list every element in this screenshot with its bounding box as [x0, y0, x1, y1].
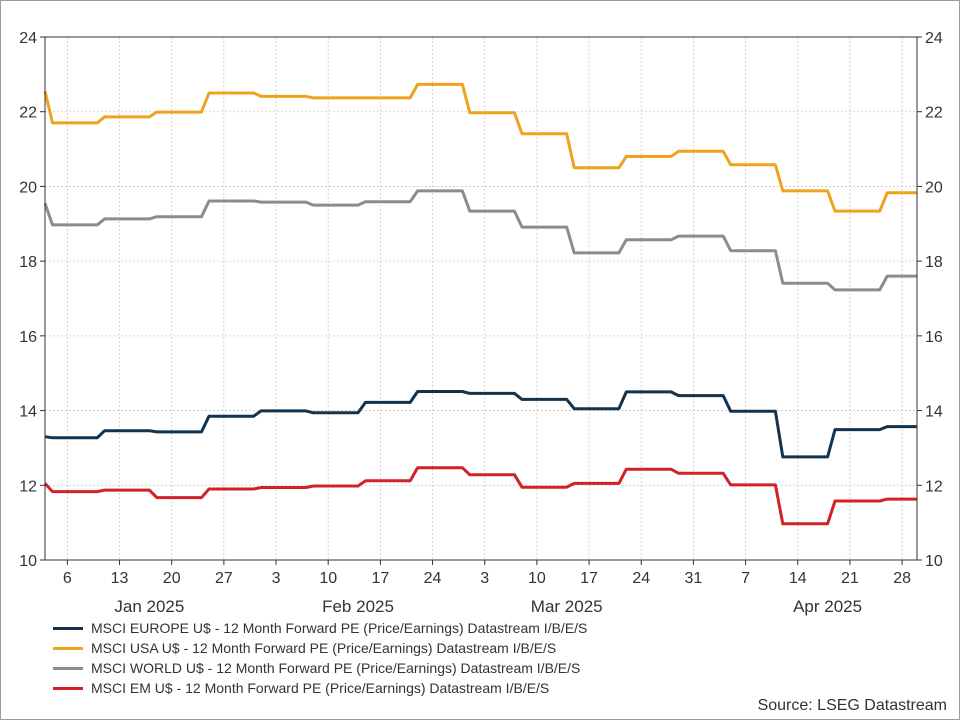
- x-tick-label: 13: [111, 570, 129, 587]
- legend-label: MSCI EUROPE U$ - 12 Month Forward PE (Pr…: [91, 620, 588, 636]
- x-tick-label: 31: [685, 570, 703, 587]
- x-month-label: Jan 2025: [114, 597, 184, 616]
- x-tick-label: 21: [841, 570, 859, 587]
- x-tick-label: 20: [163, 570, 181, 587]
- legend-swatch: [53, 666, 83, 670]
- y-tick-label: 24: [925, 30, 943, 47]
- y-axis-left: 10 12 14 16 18 20 22 24: [19, 30, 45, 570]
- legend-swatch: [53, 626, 83, 630]
- x-tick-label: 27: [215, 570, 233, 587]
- y-tick-label: 22: [925, 105, 943, 122]
- y-tick-label: 16: [925, 329, 943, 346]
- y-tick-label: 18: [925, 254, 943, 271]
- legend-swatch: [53, 686, 83, 690]
- legend-label: MSCI WORLD U$ - 12 Month Forward PE (Pri…: [91, 660, 581, 676]
- x-tick-label: 17: [580, 570, 598, 587]
- x-tick-label: 10: [528, 570, 546, 587]
- plot-area: [45, 37, 917, 560]
- legend-label: MSCI EM U$ - 12 Month Forward PE (Price/…: [91, 680, 550, 696]
- x-month-label: Apr 2025: [793, 597, 862, 616]
- source-note: Source: LSEG Datastream: [757, 697, 947, 714]
- legend-swatch: [53, 646, 83, 650]
- x-tick-label: 7: [741, 570, 750, 587]
- series-lines: [43, 82, 917, 526]
- y-tick-label: 10: [925, 553, 943, 570]
- x-tick-label: 3: [480, 570, 489, 587]
- y-tick-label: 20: [925, 179, 943, 196]
- plot-border: [44, 36, 918, 561]
- legend: MSCI EUROPE U$ - 12 Month Forward PE (Pr…: [53, 618, 587, 698]
- x-tick-label: 6: [63, 570, 72, 587]
- series-line-1: [43, 82, 917, 213]
- series-line-0: [44, 390, 917, 459]
- legend-label: MSCI USA U$ - 12 Month Forward PE (Price…: [91, 640, 557, 656]
- legend-item: MSCI USA U$ - 12 Month Forward PE (Price…: [53, 638, 587, 658]
- x-tick-label: 24: [424, 570, 442, 587]
- x-month-label: Mar 2025: [531, 597, 603, 616]
- y-tick-label: 20: [19, 179, 37, 196]
- x-tick-label: 17: [371, 570, 389, 587]
- x-tick-label: 24: [632, 570, 650, 587]
- legend-item: MSCI WORLD U$ - 12 Month Forward PE (Pri…: [53, 658, 587, 678]
- y-tick-label: 24: [19, 30, 37, 47]
- y-tick-label: 14: [19, 404, 37, 421]
- x-axis: 6 13 20 27 3 10 17 24 3 10 17 24 31 7 14 21 28 Jan 2025 Fe…: [63, 560, 911, 616]
- legend-item: MSCI EM U$ - 12 Month Forward PE (Price/…: [53, 678, 587, 698]
- y-tick-label: 10: [19, 553, 37, 570]
- x-tick-label: 28: [893, 570, 911, 587]
- series-line-3: [43, 466, 917, 526]
- x-month-label: Feb 2025: [322, 597, 394, 616]
- x-tick-label: 3: [272, 570, 281, 587]
- legend-item: MSCI EUROPE U$ - 12 Month Forward PE (Pr…: [53, 618, 587, 638]
- y-tick-label: 16: [19, 329, 37, 346]
- series-line-2: [43, 189, 917, 292]
- y-tick-label: 14: [925, 404, 943, 421]
- x-tick-label: 14: [789, 570, 807, 587]
- y-axis-right: 10 12 14 16 18 20 22 24: [917, 30, 943, 570]
- y-tick-label: 18: [19, 254, 37, 271]
- y-tick-label: 12: [19, 478, 37, 495]
- y-tick-label: 12: [925, 478, 943, 495]
- x-tick-label: 10: [319, 570, 337, 587]
- y-tick-label: 22: [19, 105, 37, 122]
